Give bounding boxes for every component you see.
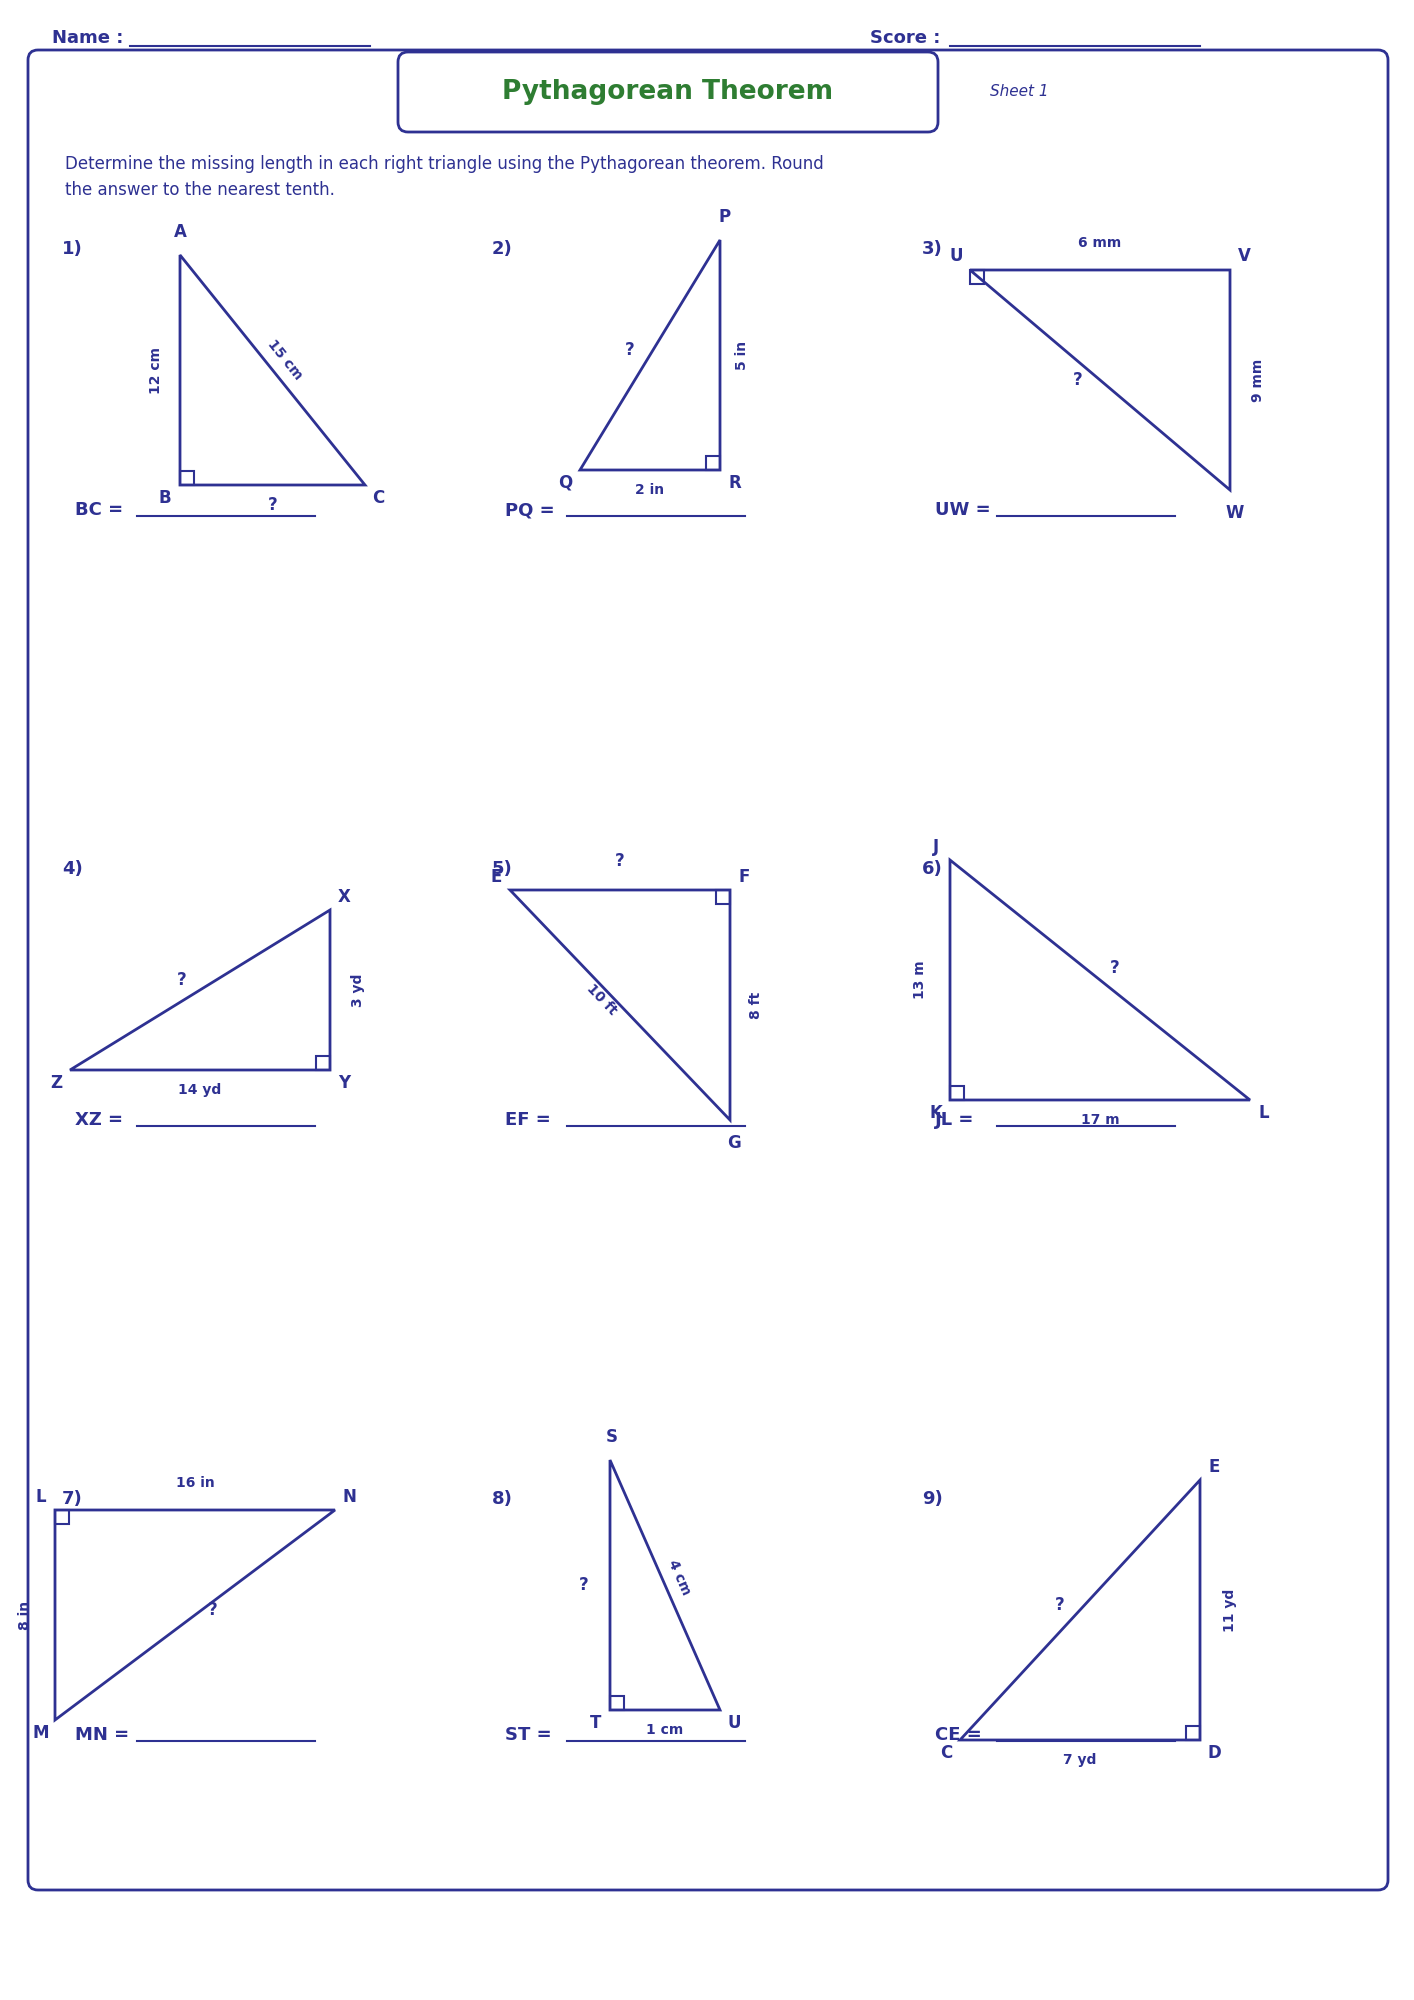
Text: 4): 4) (62, 860, 83, 878)
Text: 3): 3) (922, 240, 943, 258)
Text: K: K (929, 1104, 943, 1122)
Text: X: X (338, 888, 351, 906)
Text: L: L (35, 1488, 47, 1506)
Text: BC =: BC = (75, 500, 123, 518)
Text: N: N (342, 1488, 356, 1506)
Text: ?: ? (267, 496, 277, 514)
Text: L: L (1258, 1104, 1270, 1122)
Text: R: R (728, 474, 741, 492)
Text: Y: Y (338, 1074, 351, 1092)
Text: B: B (158, 488, 171, 506)
Text: 1 cm: 1 cm (646, 1722, 683, 1736)
Text: ST =: ST = (505, 1726, 551, 1744)
Text: 1): 1) (62, 240, 83, 258)
Text: Pythagorean Theorem: Pythagorean Theorem (502, 78, 834, 104)
Text: M: M (33, 1724, 49, 1742)
Text: 5 in: 5 in (735, 340, 749, 370)
Text: PQ =: PQ = (505, 500, 554, 518)
Text: ?: ? (1055, 1596, 1065, 1614)
Text: ?: ? (580, 1576, 588, 1594)
Text: 4 cm: 4 cm (665, 1558, 693, 1596)
Text: UW =: UW = (935, 500, 991, 518)
Text: 8 in: 8 in (18, 1600, 33, 1630)
Text: 17 m: 17 m (1080, 1112, 1120, 1128)
Text: 11 yd: 11 yd (1223, 1588, 1237, 1632)
Text: ?: ? (1110, 960, 1120, 976)
Text: 9): 9) (922, 1490, 943, 1508)
Text: Q: Q (559, 474, 573, 492)
Text: JL =: JL = (935, 1112, 974, 1128)
FancyBboxPatch shape (397, 52, 937, 132)
FancyBboxPatch shape (28, 50, 1389, 1890)
Text: 7): 7) (62, 1490, 83, 1508)
Text: ?: ? (625, 340, 635, 360)
Text: 15 cm: 15 cm (264, 338, 304, 382)
Text: 2 in: 2 in (635, 482, 665, 496)
Text: 6): 6) (922, 860, 943, 878)
Text: E: E (491, 868, 502, 886)
Text: D: D (1208, 1744, 1220, 1762)
Text: 14 yd: 14 yd (178, 1084, 222, 1096)
Text: T: T (590, 1714, 602, 1732)
Text: 9 mm: 9 mm (1251, 358, 1266, 402)
Text: 16 in: 16 in (175, 1476, 215, 1490)
Text: V: V (1237, 246, 1250, 264)
Text: F: F (738, 868, 749, 886)
Text: Name :: Name : (52, 28, 123, 46)
Text: U: U (949, 246, 963, 264)
Text: MN =: MN = (75, 1726, 129, 1744)
Text: G: G (727, 1134, 741, 1152)
Text: 12 cm: 12 cm (148, 346, 163, 394)
Text: U: U (727, 1714, 741, 1732)
Text: ?: ? (615, 852, 625, 870)
Text: Score :: Score : (870, 28, 940, 46)
Text: 5): 5) (492, 860, 513, 878)
Text: P: P (718, 208, 731, 226)
Text: XZ =: XZ = (75, 1112, 123, 1128)
Text: E: E (1209, 1458, 1220, 1476)
Text: 10 ft: 10 ft (584, 982, 619, 1018)
Text: ?: ? (1073, 372, 1083, 388)
Text: CE =: CE = (935, 1726, 981, 1744)
Text: Z: Z (49, 1074, 62, 1092)
Text: S: S (607, 1428, 618, 1446)
Text: 8 ft: 8 ft (749, 992, 764, 1018)
Text: Determine the missing length in each right triangle using the Pythagorean theore: Determine the missing length in each rig… (65, 156, 824, 200)
Text: Sheet 1: Sheet 1 (990, 84, 1049, 100)
Text: EF =: EF = (505, 1112, 550, 1128)
Text: 8): 8) (492, 1490, 513, 1508)
Text: 13 m: 13 m (913, 960, 928, 1000)
Text: 6 mm: 6 mm (1079, 236, 1121, 250)
Text: ?: ? (177, 972, 187, 988)
Text: A: A (174, 222, 187, 240)
Text: 3 yd: 3 yd (351, 974, 365, 1006)
Text: J: J (933, 838, 939, 856)
Text: ?: ? (208, 1600, 218, 1620)
Text: C: C (940, 1744, 952, 1762)
Text: C: C (372, 488, 385, 506)
Text: 7 yd: 7 yd (1063, 1752, 1097, 1768)
Text: 2): 2) (492, 240, 513, 258)
Text: W: W (1226, 504, 1244, 522)
